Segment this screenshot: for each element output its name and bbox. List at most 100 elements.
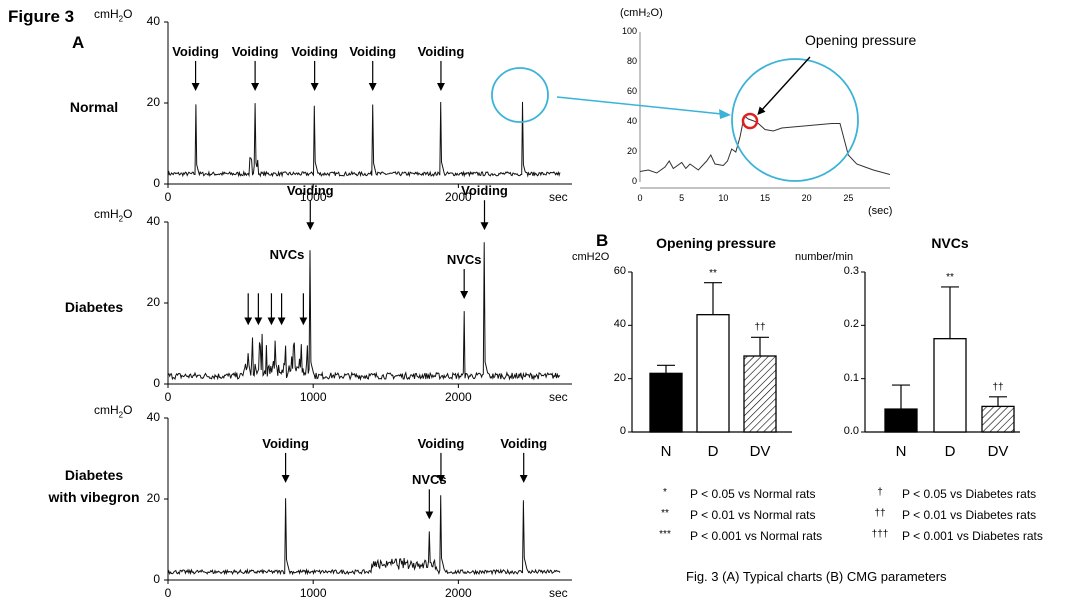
unit-text-o: O	[123, 7, 133, 21]
inset-chart	[639, 32, 891, 189]
significance-mark: **	[946, 271, 954, 283]
voiding-label: Voiding	[172, 43, 219, 59]
bar-y-tick-label: 60	[613, 265, 626, 277]
nvcs-label: NVCs	[446, 252, 482, 268]
x-unit-label: sec	[549, 586, 568, 600]
bar-chart-1	[861, 271, 1020, 433]
bar-chart-title: NVCs	[931, 235, 969, 251]
x-tick-label: 0	[164, 586, 172, 600]
pressure-trace	[167, 242, 561, 382]
unit-text: cmH	[94, 207, 119, 221]
y-tick-label: 0	[153, 572, 160, 586]
legend-text: P < 0.01 vs Normal rats	[690, 508, 816, 522]
x-tick-label: 2000	[445, 586, 472, 600]
legend-symbol: †††	[871, 529, 889, 540]
inset-y-tick-label: 40	[626, 116, 637, 126]
bar-y-unit: number/min	[795, 251, 854, 263]
significance-mark: **	[709, 267, 717, 279]
opening-pressure-marker	[741, 112, 759, 130]
legend-symbol: ***	[659, 529, 671, 540]
bar-category-label: DV	[987, 443, 1009, 460]
inset-y-tick-label: 20	[626, 146, 637, 156]
legend-text: P < 0.05 vs Diabetes rats	[902, 487, 1037, 501]
legend-text: P < 0.001 vs Normal rats	[690, 529, 823, 543]
bar-n	[884, 408, 918, 433]
legend-text: P < 0.001 vs Diabetes rats	[902, 529, 1043, 543]
legend-symbol: ††	[874, 508, 886, 519]
panel-a-label: A	[72, 33, 85, 52]
trace-panel-2	[164, 417, 572, 584]
bar-category-label: N	[660, 443, 672, 460]
nvcs-group-label: NVCs	[269, 247, 305, 262]
inset-y-tick-label: 80	[626, 56, 637, 66]
bar-y-tick-label: 0.0	[843, 425, 859, 437]
y-tick-label: 0	[153, 376, 160, 390]
figure-caption: Fig. 3 (A) Typical charts (B) CMG parame…	[686, 569, 947, 584]
voiding-label: Voiding	[286, 183, 334, 199]
bar-y-tick-label: 0.1	[843, 371, 859, 384]
highlight-circle-large	[731, 58, 859, 182]
voiding-label: Voiding	[291, 43, 338, 59]
trace-panel-1	[164, 200, 572, 388]
figure-label: Figure 3	[8, 7, 75, 26]
legend-text: P < 0.01 vs Diabetes rats	[902, 508, 1037, 522]
bar-chart-title: Opening pressure	[656, 235, 776, 251]
opening-pressure-arrow	[757, 56, 811, 115]
x-unit-label: sec	[549, 390, 568, 404]
y-tick-label: 40	[146, 214, 160, 228]
bar-dv	[981, 405, 1015, 433]
legend-symbol: *	[663, 487, 667, 498]
inset-x-tick-label: 25	[843, 193, 854, 203]
y-tick-label: 20	[146, 295, 160, 309]
y-tick-label: 0	[153, 176, 160, 190]
inset-y-tick-label: 0	[631, 176, 637, 186]
panel-b-label: B	[596, 231, 609, 250]
y-tick-label: 20	[146, 491, 160, 505]
bar-d	[933, 338, 967, 433]
highlight-connector-head	[719, 109, 731, 119]
y-tick-label: 20	[146, 95, 160, 109]
x-tick-label: 0	[164, 190, 172, 204]
voiding-label: Voiding	[417, 43, 465, 59]
legend-symbol: **	[661, 508, 669, 519]
inset-y-tick-label: 100	[621, 26, 637, 36]
row-label: Diabetes	[64, 299, 124, 315]
x-tick-label: 2000	[445, 190, 472, 204]
unit-text: cmH	[94, 403, 119, 417]
y-unit-label: cmH2O	[94, 404, 132, 419]
voiding-label: Voiding	[417, 435, 465, 451]
trace-panel-0	[164, 21, 572, 188]
bar-chart-0	[628, 271, 792, 433]
unit-subscript: 2	[118, 14, 124, 24]
legend-symbol: †	[877, 487, 883, 498]
bar-y-tick-label: 40	[613, 318, 626, 331]
significance-mark: ††	[754, 322, 766, 334]
bar-d	[696, 314, 730, 433]
bar-category-label: N	[895, 443, 907, 460]
voiding-label: Voiding	[262, 435, 309, 451]
bar-y-unit: cmH2O	[572, 251, 610, 263]
pressure-trace	[167, 101, 561, 178]
significance-mark: ††	[992, 381, 1004, 393]
inset-x-tick-label: 10	[718, 193, 729, 203]
x-tick-label: 1000	[299, 586, 327, 600]
inset-x-tick-label: 0	[637, 193, 643, 203]
inset-x-tick-label: 5	[679, 193, 685, 203]
x-tick-label: 1000	[299, 190, 327, 204]
x-tick-label: 1000	[299, 390, 327, 404]
x-tick-label: 0	[164, 390, 172, 404]
highlight-circle-small	[491, 67, 549, 123]
x-unit-label: sec	[549, 190, 568, 204]
bar-n	[649, 372, 683, 433]
y-tick-label: 40	[146, 14, 160, 28]
inset-x-tick-label: 15	[759, 193, 771, 203]
bar-category-label: DV	[749, 443, 771, 460]
voiding-label: Voiding	[231, 43, 279, 59]
row-label: with vibegron	[48, 489, 140, 505]
voiding-label: Voiding	[461, 183, 508, 199]
bar-category-label: D	[944, 443, 956, 460]
highlight-connector	[556, 96, 723, 115]
unit-subscript: 2	[118, 410, 124, 420]
inset-x-unit: (sec)	[868, 205, 893, 217]
unit-text-o: O	[123, 207, 133, 221]
